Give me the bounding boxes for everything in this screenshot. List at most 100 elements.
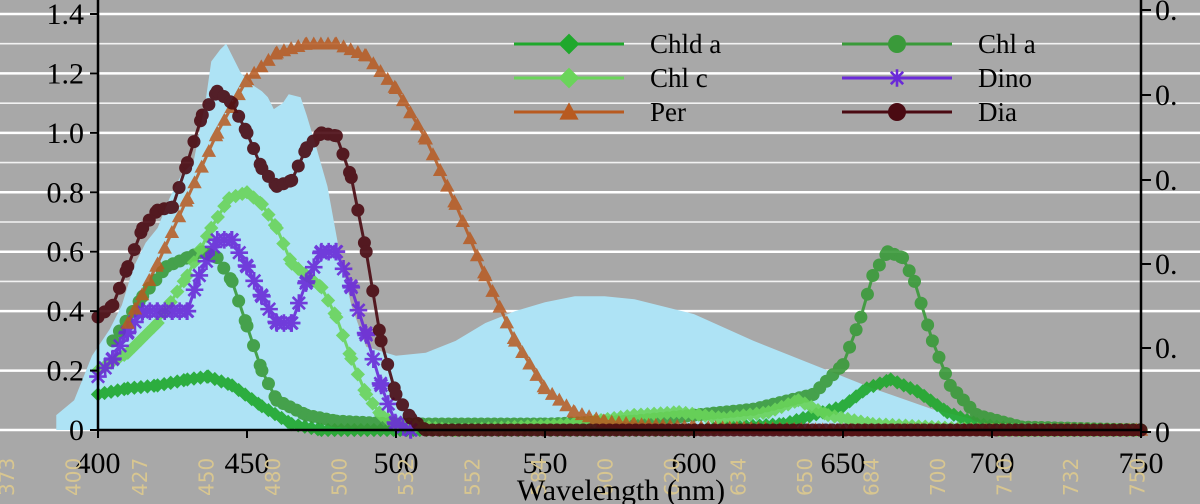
data-point: [366, 56, 381, 70]
data-point: [134, 287, 150, 301]
right-tick-label: 0: [1155, 416, 1170, 449]
data-point: [231, 382, 246, 398]
data-point: [379, 395, 398, 413]
band-label: 552: [461, 458, 485, 496]
data-point: [163, 375, 178, 390]
data-point: [297, 272, 316, 291]
axes: 0 0.2 0.4 0.6 0.8 1.0 1.2 1.4 400 450 500 550 600 650…: [47, 0, 1178, 480]
data-point: [185, 280, 204, 299]
legend-item-chld-a: Chld a: [514, 29, 721, 59]
right-tick-label: 0.: [1155, 164, 1178, 197]
data-point: [210, 209, 225, 225]
data-point: [336, 147, 350, 161]
data-point: [544, 386, 560, 400]
band-label: 532: [394, 458, 418, 496]
data-point: [923, 393, 938, 408]
data-point: [469, 248, 485, 262]
data-point: [432, 162, 448, 176]
series-layer: [89, 36, 1149, 439]
data-point: [180, 156, 194, 170]
data-point: [112, 281, 126, 295]
x-tick-label: 650: [821, 447, 866, 480]
data-point: [387, 415, 405, 433]
data-point: [291, 159, 305, 173]
data-point: [908, 274, 922, 288]
legend: Chld a Chl a Chl c Dino Per Dia: [514, 29, 1036, 127]
data-point: [231, 87, 246, 101]
data-point: [228, 188, 243, 204]
right-tick-label: 0.: [1155, 0, 1178, 27]
data-point: [425, 147, 441, 161]
data-point: [860, 287, 874, 301]
data-point: [843, 340, 857, 354]
data-point: [849, 323, 863, 337]
data-point: [106, 298, 120, 312]
data-point: [835, 399, 851, 414]
data-point: [364, 350, 383, 368]
data-point: [552, 392, 567, 406]
legend-label: Chl a: [978, 29, 1036, 59]
data-point: [418, 131, 433, 145]
data-point: [276, 236, 291, 251]
data-point: [372, 376, 390, 395]
data-point: [448, 196, 463, 210]
data-point: [104, 349, 122, 368]
data-point: [225, 96, 239, 110]
legend-label: Chl c: [650, 63, 708, 93]
data-point: [121, 260, 135, 274]
spectrum-area: [56, 43, 1022, 430]
legend-label: Chld a: [650, 29, 721, 59]
data-point: [240, 126, 254, 140]
right-tick-label: 0.: [1155, 248, 1178, 281]
data-point: [742, 407, 758, 422]
band-label: 634: [727, 458, 751, 496]
data-point: [261, 207, 276, 222]
data-point: [478, 268, 493, 282]
band-label: 450: [195, 458, 219, 496]
data-point: [403, 105, 418, 119]
x-tick-label: 400: [76, 447, 121, 480]
data-point: [359, 48, 374, 62]
data-point: [225, 274, 239, 288]
y-tick-label: 0: [69, 414, 84, 447]
data-point: [230, 243, 249, 262]
data-point: [559, 398, 574, 412]
data-point: [127, 243, 141, 257]
data-point: [247, 142, 261, 156]
data-point: [372, 323, 386, 337]
data-point: [866, 268, 880, 282]
data-point: [253, 287, 271, 306]
y-tick-label: 0.8: [47, 176, 85, 209]
band-label: 427: [128, 458, 152, 496]
data-point: [455, 214, 470, 228]
data-point: [120, 315, 135, 329]
data-point: [232, 109, 246, 123]
band-label: 500: [328, 458, 352, 496]
data-point: [440, 178, 455, 192]
data-point: [254, 197, 270, 212]
data-point: [329, 309, 344, 325]
data-point: [133, 332, 149, 347]
data-point: [232, 294, 246, 308]
data-point: [388, 81, 404, 95]
data-point: [854, 310, 868, 324]
legend-item-chl-c: Chl c: [514, 63, 708, 93]
data-point: [344, 351, 359, 366]
band-label: 584: [527, 458, 551, 496]
data-point: [199, 229, 215, 244]
data-point: [698, 408, 713, 423]
data-point: [389, 387, 403, 401]
data-point: [349, 301, 368, 319]
data-point: [210, 125, 225, 139]
data-point: [896, 378, 911, 393]
y-tick-label: 1.0: [47, 117, 85, 150]
legend-marker: [888, 69, 906, 87]
data-point: [255, 364, 269, 378]
data-point: [193, 242, 208, 257]
data-point: [380, 71, 395, 85]
data-point: [261, 377, 275, 391]
legend-label: Dia: [978, 97, 1017, 127]
data-point: [238, 257, 256, 276]
data-point: [120, 345, 135, 360]
data-point: [685, 406, 700, 422]
